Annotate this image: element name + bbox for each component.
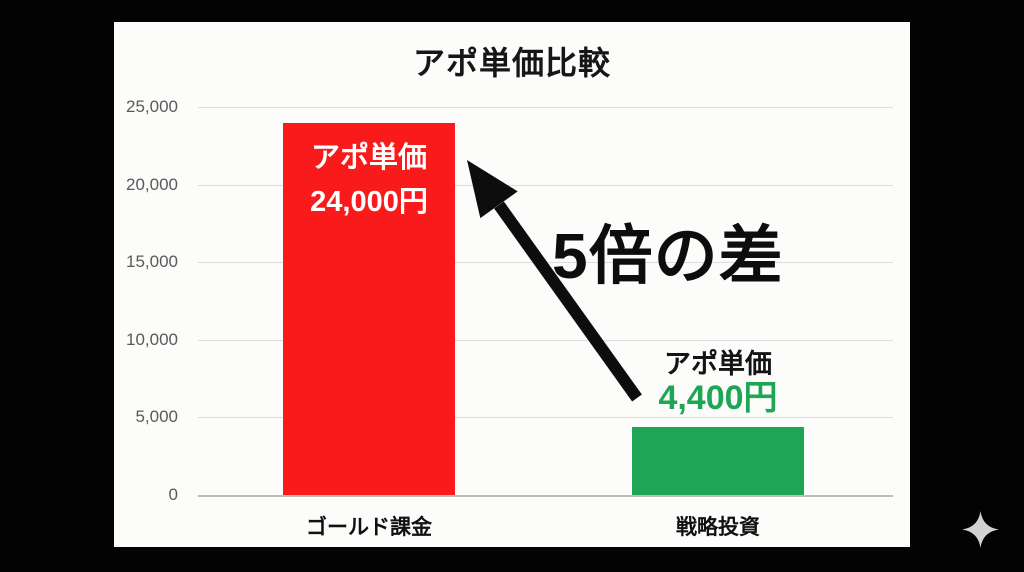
- chart-slide: アポ単価比較 0 5,000 10,000 15,000 20,000 25,000 アポ…: [114, 22, 910, 547]
- y-tick-label: 20,000: [126, 174, 178, 194]
- y-tick-label: 15,000: [126, 252, 178, 272]
- x-label-strategic-investment: 戦略投資: [676, 516, 760, 539]
- x-axis-line: [198, 495, 893, 497]
- gridline: [198, 184, 893, 186]
- difference-annotation: 5倍の差: [552, 220, 784, 292]
- bar-gold-billing: [283, 122, 455, 495]
- red-bar-label-line2: 24,000円: [310, 186, 428, 219]
- green-bar-value-label: アポ単価 4,400円: [608, 348, 828, 418]
- red-bar-value-label: アポ単価 24,000円: [283, 136, 455, 226]
- sparkle-icon: [962, 511, 999, 548]
- red-bar-label-line1: アポ単価: [310, 141, 427, 174]
- y-tick-label: 25,000: [126, 97, 178, 116]
- y-tick-label: 0: [168, 485, 178, 504]
- y-tick-label: 5,000: [135, 407, 178, 427]
- chart-title: アポ単価比較: [412, 45, 611, 81]
- gridline: [198, 107, 893, 108]
- gridline: [198, 417, 893, 419]
- x-label-gold-billing: ゴールド課金: [306, 516, 432, 539]
- green-bar-label-line1: アポ単価: [664, 348, 772, 379]
- bar-strategic-investment: [632, 426, 804, 495]
- y-tick-label: 10,000: [126, 329, 178, 349]
- green-bar-label-line2: 4,400円: [658, 379, 778, 418]
